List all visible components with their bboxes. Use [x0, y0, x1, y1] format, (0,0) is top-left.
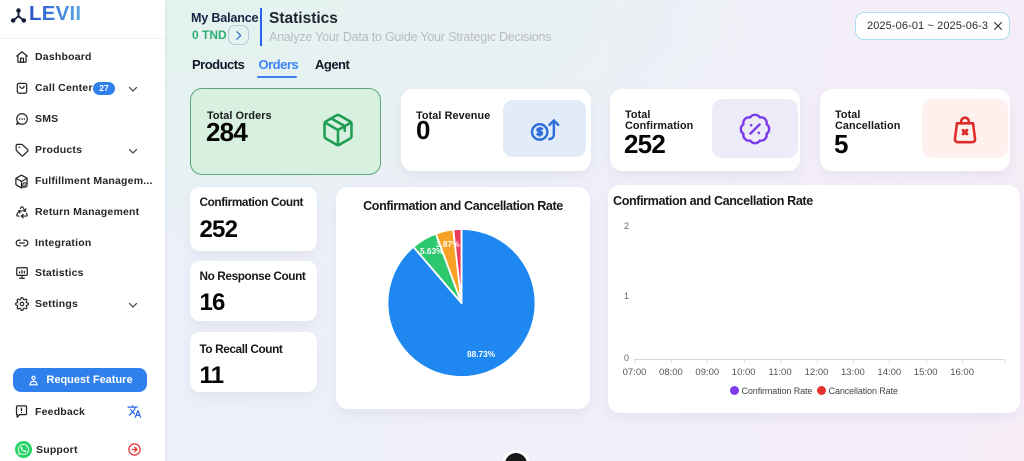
svg-text:88.73%: 88.73% [467, 349, 496, 359]
svg-text:3.87%: 3.87% [436, 239, 460, 249]
svg-text:5.63%: 5.63% [420, 246, 444, 256]
svg-text:a: a [24, 183, 27, 188]
